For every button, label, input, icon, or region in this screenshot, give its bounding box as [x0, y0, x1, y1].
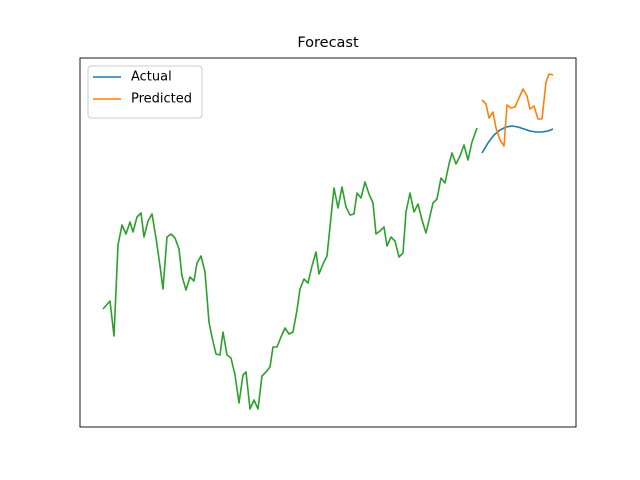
series-line [481, 125, 554, 154]
series-line [481, 73, 554, 147]
legend-box [87, 65, 203, 119]
legend-label: Predicted [131, 92, 192, 107]
legend-label: Actual [131, 70, 172, 85]
plot-frame [79, 57, 577, 428]
series-line [102, 127, 478, 410]
chart-title: Forecast [297, 35, 359, 51]
